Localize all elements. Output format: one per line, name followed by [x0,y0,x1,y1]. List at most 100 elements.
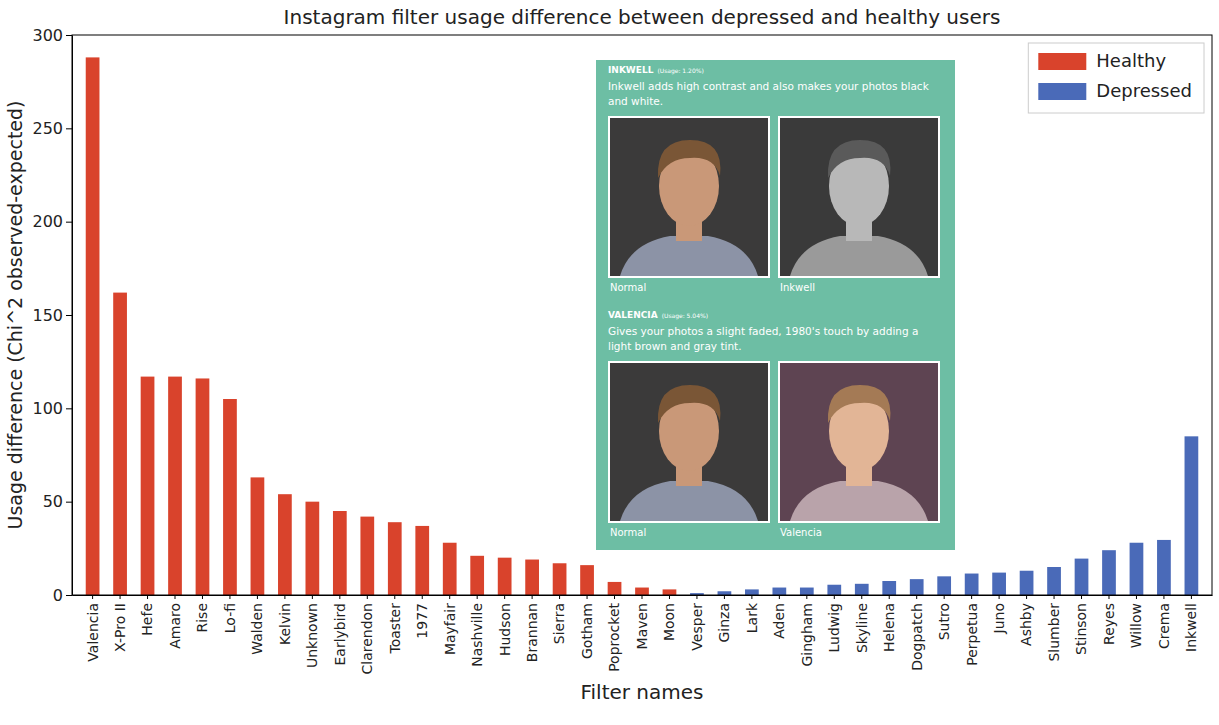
bar [745,589,759,595]
inset-photo [778,361,940,523]
x-tick-mark [367,595,368,599]
x-tick: Hudson [497,595,513,656]
x-tick: Sutro [936,595,952,640]
bar [1130,543,1144,595]
x-tick: Juno [991,595,1007,634]
inset-text-line: and white. [608,95,663,107]
x-tick: Ginza [716,595,732,643]
x-tick-mark [559,595,560,599]
x-tick: Amaro [167,595,183,649]
y-tick: 150 [32,306,72,325]
x-tick-label: Vesper [689,603,705,651]
x-tick-mark [614,595,615,599]
x-tick-label: Ginza [716,603,732,643]
x-tick-mark [312,595,313,599]
x-tick-label: Rise [194,603,210,633]
y-tick: 100 [32,399,72,418]
legend-swatch [1038,53,1086,70]
bar [1075,559,1089,595]
inset-photo [608,361,770,523]
x-tick: Lark [744,595,760,633]
photo-background [610,363,768,521]
y-tick-label: 300 [32,26,63,45]
y-tick-mark [66,128,72,129]
photo-background [780,118,938,276]
y-axis: 050100150200250300 [32,26,72,605]
x-tick: Ludwig [826,595,842,653]
x-tick: Vesper [689,595,705,651]
y-tick: 250 [32,119,72,138]
x-tick-mark [587,595,588,599]
x-tick: Sierra [551,595,567,644]
x-tick-mark [1163,595,1164,599]
x-tick: Maven [634,595,650,649]
x-tick: Brannan [524,595,540,662]
x-tick-label: Lo-fi [222,603,238,633]
inset-panel [596,60,955,550]
bar [1102,550,1116,595]
x-tick-label: Inkwell [1183,603,1199,652]
x-tick: Moon [661,595,677,641]
x-tick-mark [175,595,176,599]
bar [360,517,374,595]
x-tick-label: Helena [881,603,897,652]
x-tick-mark [642,595,643,599]
x-tick-mark [147,595,148,599]
x-tick-label: Gotham [579,603,595,659]
bar [992,573,1006,595]
x-tick-mark [257,595,258,599]
bar [333,511,347,595]
x-tick: Reyes [1101,595,1117,645]
inset-section: INKWELL(Usage: 1.20%)Inkwell adds high c… [608,65,940,293]
bar [388,522,402,595]
y-tick-mark [66,222,72,223]
inset-title: INKWELL [608,65,654,75]
inset-photo-label: Valencia [780,527,822,538]
x-tick-label: 1977 [414,603,430,639]
x-tick-mark [889,595,890,599]
bar [168,377,182,595]
inset-title: VALENCIA [608,310,658,320]
bar [525,560,539,595]
x-tick-label: Gingham [799,603,815,667]
x-tick-label: Earlybird [332,603,348,666]
x-tick-label: Walden [249,603,265,655]
x-tick: X-Pro II [112,595,128,652]
bar [937,576,951,595]
bar [1047,567,1061,595]
x-tick-label: Moon [661,603,677,641]
plot-frame [72,35,1212,595]
x-tick-mark [1054,595,1055,599]
bar [800,588,814,595]
inset-photo [778,116,940,278]
bar [196,378,210,595]
x-tick: Dogpatch [909,595,925,671]
bar [305,502,319,595]
bar [1020,571,1034,595]
x-tick: Inkwell [1183,595,1199,652]
bar [855,584,869,595]
x-tick: Ashby [1018,595,1034,646]
inset-usage: (Usage: 1.20%) [657,67,703,75]
photo-shoulders [620,236,758,276]
x-tick-mark [1081,595,1082,599]
x-tick-mark [1136,595,1137,599]
x-tick-mark [999,595,1000,599]
x-tick-label: Ashby [1018,603,1034,646]
photo-background [610,118,768,276]
x-tick: Clarendon [359,595,375,675]
x-tick-label: Crema [1156,603,1172,649]
x-tick-mark [92,595,93,599]
bar [415,526,429,595]
x-tick: Skyline [854,595,870,653]
x-tick: Slumber [1046,595,1062,662]
x-tick: Nashville [469,595,485,667]
x-tick-label: Valencia [85,603,101,662]
x-tick-mark [229,595,230,599]
x-tick-label: Dogpatch [909,603,925,671]
x-tick-label: Sutro [936,603,952,640]
x-tick-label: Juno [991,603,1007,634]
bar [663,589,677,595]
x-tick-label: Ludwig [826,603,842,653]
y-tick: 50 [43,492,72,511]
